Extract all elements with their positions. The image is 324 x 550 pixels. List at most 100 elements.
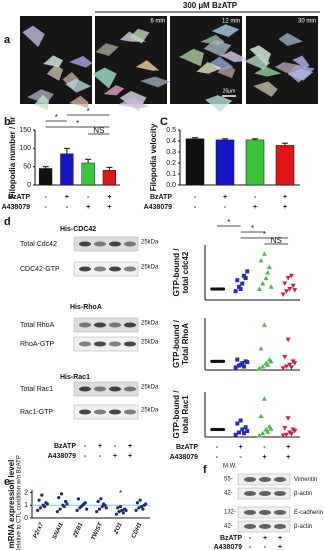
point bbox=[75, 508, 79, 512]
condition-sign: + bbox=[253, 204, 257, 211]
y-axis-title: Filopodia number / hr bbox=[8, 117, 17, 199]
y-tick-label: 100 bbox=[19, 145, 31, 152]
bar bbox=[245, 139, 265, 186]
point bbox=[240, 281, 245, 286]
point bbox=[240, 427, 245, 432]
point bbox=[139, 504, 144, 509]
point bbox=[117, 510, 121, 514]
point bbox=[268, 284, 274, 289]
cell bbox=[203, 39, 232, 57]
point bbox=[243, 425, 248, 430]
point bbox=[292, 429, 298, 434]
band bbox=[109, 322, 121, 328]
row-label: E-cadherin bbox=[294, 510, 323, 516]
point bbox=[215, 287, 219, 291]
point bbox=[258, 345, 264, 351]
condition-sign: - bbox=[239, 454, 242, 461]
condition-sign: + bbox=[113, 453, 117, 460]
point bbox=[287, 287, 293, 292]
point bbox=[280, 433, 286, 438]
cell bbox=[140, 76, 171, 88]
condition-sign: - bbox=[224, 204, 227, 211]
significance: NS bbox=[271, 236, 282, 245]
y-tick-label: 0.3 bbox=[166, 149, 176, 156]
point bbox=[120, 508, 124, 512]
band bbox=[79, 241, 91, 247]
point bbox=[266, 264, 272, 269]
scale-label: 25µm bbox=[223, 88, 236, 94]
condition-name: BzATP bbox=[54, 443, 76, 450]
y-tick-label: 150 bbox=[19, 127, 31, 134]
point bbox=[134, 508, 138, 512]
point bbox=[243, 276, 248, 280]
point bbox=[233, 289, 238, 294]
band bbox=[94, 241, 106, 247]
band bbox=[79, 341, 91, 347]
y-axis-title: GTP-bound / bbox=[172, 248, 181, 297]
point bbox=[57, 496, 61, 500]
point bbox=[38, 506, 43, 510]
condition-sign: - bbox=[99, 453, 102, 460]
panel-label: d bbox=[4, 216, 11, 228]
condition-sign: - bbox=[249, 535, 252, 542]
bar bbox=[215, 139, 235, 186]
y-axis-title: Total RhoA bbox=[181, 323, 190, 365]
blot-title: His-Rac1 bbox=[60, 374, 90, 381]
bar bbox=[81, 162, 95, 186]
band bbox=[274, 477, 286, 482]
point bbox=[287, 362, 293, 368]
point bbox=[288, 432, 294, 437]
micrograph bbox=[95, 16, 167, 104]
condition-name: A438079 bbox=[214, 544, 243, 550]
point bbox=[215, 359, 219, 363]
significance: * bbox=[55, 113, 58, 122]
point bbox=[141, 507, 145, 511]
cell bbox=[209, 56, 234, 72]
point bbox=[292, 288, 298, 293]
point bbox=[218, 427, 222, 432]
condition-sign: - bbox=[44, 194, 47, 201]
band bbox=[109, 266, 121, 272]
y-axis-title: GTP-bound / bbox=[172, 319, 181, 368]
band bbox=[124, 241, 136, 247]
condition-sign: - bbox=[194, 204, 197, 211]
band bbox=[109, 409, 121, 415]
band bbox=[109, 241, 121, 247]
condition-name: A438079 bbox=[2, 204, 31, 211]
band bbox=[259, 477, 271, 482]
point bbox=[238, 418, 243, 423]
cell bbox=[254, 66, 282, 77]
row-label: Vimentin bbox=[294, 477, 317, 483]
condition-name: BzATP bbox=[150, 194, 172, 201]
cell bbox=[117, 97, 149, 109]
point bbox=[37, 498, 41, 502]
y-axis-title: total cdc42 bbox=[181, 251, 190, 293]
point bbox=[285, 416, 291, 421]
time-label: 12 min bbox=[222, 19, 240, 25]
y-axis-title: Filopodia velocity bbox=[149, 123, 158, 191]
condition-sign: + bbox=[65, 194, 69, 201]
blot-title: His-RhoA bbox=[70, 304, 102, 311]
condition-sign: + bbox=[128, 453, 132, 460]
point bbox=[45, 502, 49, 506]
point bbox=[97, 507, 102, 511]
condition-sign: - bbox=[254, 194, 257, 201]
condition-sign: + bbox=[223, 194, 227, 201]
point bbox=[236, 430, 241, 435]
point bbox=[65, 502, 69, 506]
significance: * bbox=[263, 230, 266, 239]
y-axis-title: GTP-bound / bbox=[172, 390, 181, 439]
cell bbox=[274, 62, 304, 74]
condition-name: BzATP bbox=[220, 535, 242, 542]
mw-marker: 25kDa bbox=[141, 340, 159, 346]
point bbox=[76, 497, 81, 501]
condition-name: BzATP bbox=[8, 194, 30, 201]
mw-marker: 25kDa bbox=[141, 240, 159, 246]
cell bbox=[95, 43, 119, 57]
condition-sign: + bbox=[107, 194, 111, 201]
condition-name: A438079 bbox=[48, 453, 77, 460]
y-axis-title: total Rac1 bbox=[181, 395, 190, 434]
band bbox=[79, 322, 91, 328]
point bbox=[265, 270, 271, 275]
condition-sign: + bbox=[286, 444, 290, 451]
